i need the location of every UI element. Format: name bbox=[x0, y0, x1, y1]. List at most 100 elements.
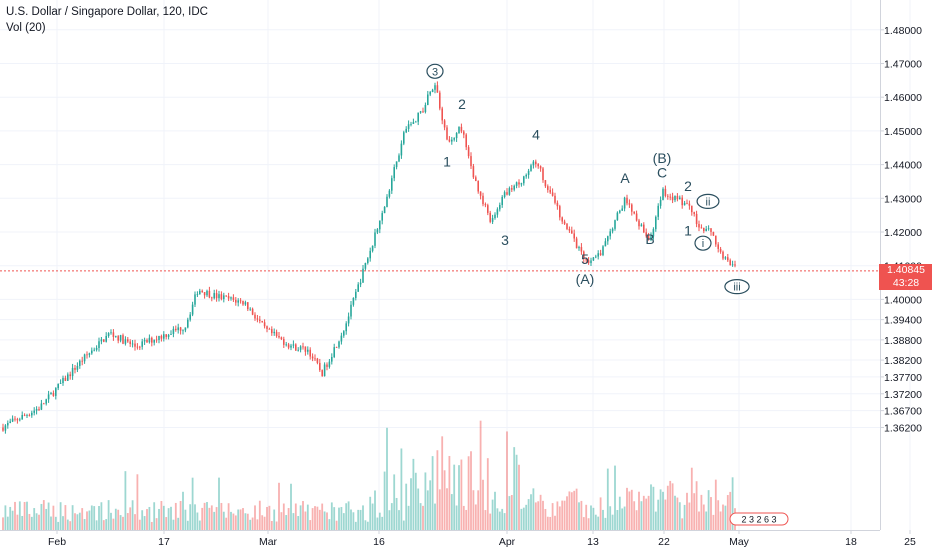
candle-body bbox=[107, 333, 110, 336]
candle-body bbox=[410, 123, 412, 125]
wave-label[interactable]: 4 bbox=[532, 126, 540, 142]
volume-bar bbox=[393, 474, 396, 530]
volume-bar bbox=[76, 514, 79, 530]
volume-bar bbox=[2, 517, 4, 530]
candle-body bbox=[347, 316, 350, 324]
time-tick-label: Apr bbox=[499, 536, 516, 548]
wave-label[interactable]: A bbox=[620, 170, 630, 186]
volume-bar bbox=[124, 471, 127, 530]
price-axis[interactable]: 1.48000 1.47000 1.46000 1.45000 1.44000 1.430… bbox=[880, 25, 922, 435]
candle-body bbox=[451, 139, 453, 142]
candle-body bbox=[455, 132, 458, 139]
volume-bar bbox=[160, 500, 163, 530]
symbol-title[interactable]: U.S. Dollar / Singapore Dollar, 120, IDC bbox=[6, 6, 208, 18]
volume-bar bbox=[50, 516, 52, 530]
wave-label[interactable]: 2 bbox=[684, 178, 692, 194]
volume-bar bbox=[78, 512, 81, 530]
candle-body bbox=[419, 111, 422, 113]
wave-label[interactable]: C bbox=[657, 164, 667, 180]
volume-bar bbox=[719, 511, 722, 530]
price-tick-label: 1.48000 bbox=[884, 25, 922, 37]
wave-label[interactable]: 1 bbox=[443, 153, 451, 169]
wave-label-circled[interactable]: ii bbox=[696, 193, 720, 209]
volume-bar bbox=[129, 507, 132, 530]
volume-bar bbox=[131, 500, 134, 530]
wave-label[interactable]: 1 bbox=[684, 222, 692, 238]
wave-label-circled[interactable]: i bbox=[694, 235, 712, 251]
candle-body bbox=[31, 412, 33, 416]
wave-label[interactable]: 5 bbox=[581, 251, 589, 267]
volume-bar bbox=[141, 510, 144, 530]
wave-label[interactable]: B bbox=[645, 231, 654, 247]
candle-body bbox=[439, 92, 441, 109]
volume-bar bbox=[11, 510, 14, 530]
volume-bar bbox=[222, 511, 225, 530]
candle-body bbox=[11, 418, 14, 422]
volume-bar bbox=[424, 472, 427, 530]
svg-text:B: B bbox=[645, 231, 654, 247]
volume-bar bbox=[225, 517, 228, 530]
price-tick-label: 1.37200 bbox=[884, 389, 922, 401]
candle-body bbox=[151, 337, 153, 343]
volume-bar bbox=[57, 521, 60, 530]
candle-body bbox=[669, 196, 671, 198]
candle-body bbox=[705, 228, 707, 232]
candle-body bbox=[203, 292, 206, 296]
svg-text:2: 2 bbox=[458, 96, 466, 112]
volume-bar bbox=[448, 455, 451, 530]
candle-body bbox=[237, 300, 239, 303]
candle-body bbox=[727, 257, 729, 261]
volume-bar bbox=[86, 511, 88, 530]
time-axis[interactable]: Feb 17 Mar 16 Apr 13 22 May 18 25 bbox=[48, 530, 916, 548]
candle-body bbox=[124, 339, 127, 344]
candle-body bbox=[105, 335, 107, 342]
candle-body bbox=[280, 337, 283, 340]
candle-body bbox=[115, 336, 117, 337]
wave-label[interactable]: 2 bbox=[458, 96, 466, 112]
volume-bar bbox=[71, 505, 74, 530]
volume-bar bbox=[333, 507, 336, 530]
volume-bar bbox=[242, 508, 244, 530]
volume-bar bbox=[731, 477, 734, 530]
candle-body bbox=[448, 139, 451, 142]
volume-bar bbox=[522, 507, 525, 530]
candle-body bbox=[530, 165, 532, 171]
wave-label-circled[interactable]: 3 bbox=[426, 63, 444, 79]
volume-bar bbox=[81, 508, 84, 530]
volume-bar bbox=[458, 465, 460, 530]
volume-bar bbox=[369, 496, 372, 530]
current-price-label: 1.40845 bbox=[879, 264, 932, 278]
candle-body bbox=[479, 191, 482, 196]
candle-body bbox=[321, 370, 323, 377]
volume-bar bbox=[446, 488, 448, 530]
candle-body bbox=[143, 339, 146, 342]
candle-body bbox=[671, 196, 674, 201]
candle-body bbox=[688, 203, 691, 206]
candle-body bbox=[100, 339, 103, 342]
wave-label[interactable]: 3 bbox=[501, 232, 509, 248]
candle-body bbox=[681, 197, 683, 206]
volume-indicator-title[interactable]: Vol (20) bbox=[6, 22, 46, 34]
candle-body bbox=[259, 319, 261, 321]
volume-bar bbox=[18, 501, 21, 530]
volume-bar bbox=[314, 506, 316, 530]
candle-body bbox=[431, 89, 434, 92]
volume-bar bbox=[155, 518, 158, 530]
price-tick-label: 1.36200 bbox=[884, 422, 922, 434]
wave-label-circled[interactable]: iii bbox=[724, 279, 750, 295]
wave-label[interactable]: (A) bbox=[576, 271, 595, 287]
volume-bar bbox=[230, 511, 232, 530]
candle-body bbox=[319, 362, 321, 371]
candle-body bbox=[549, 189, 551, 193]
volume-bar bbox=[357, 509, 360, 530]
svg-text:3: 3 bbox=[432, 66, 438, 78]
volume-bar bbox=[194, 504, 196, 530]
volume-bar bbox=[650, 484, 652, 530]
time-tick-label: 18 bbox=[845, 536, 857, 548]
wave-label[interactable]: (B) bbox=[653, 150, 672, 166]
volume-bar bbox=[429, 480, 432, 530]
candle-body bbox=[19, 419, 21, 421]
candle-body bbox=[62, 377, 64, 384]
candle-body bbox=[503, 192, 506, 197]
